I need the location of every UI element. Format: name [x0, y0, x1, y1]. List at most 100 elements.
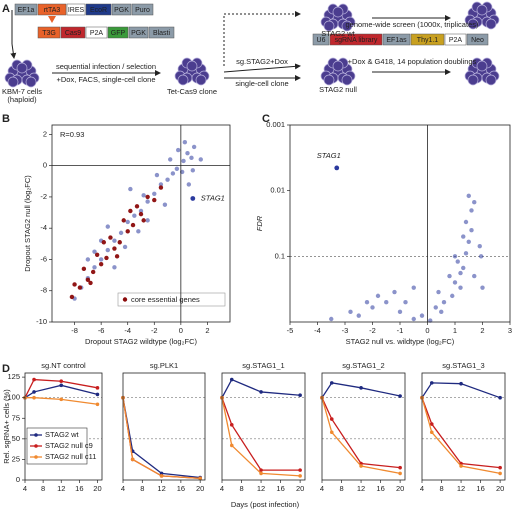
construct-label: Blasti — [153, 30, 171, 37]
point — [191, 144, 197, 150]
construct-label: sgRNA library — [335, 37, 378, 44]
line-point — [59, 383, 64, 388]
construct-element — [466, 33, 489, 46]
point — [411, 285, 416, 290]
point — [112, 265, 117, 270]
annotation: R=0.93 — [60, 130, 84, 139]
line-point — [59, 397, 64, 402]
x-tick-label: -8 — [71, 326, 78, 335]
cell — [485, 18, 497, 30]
x-tick-label: 2 — [480, 326, 484, 335]
point — [441, 300, 447, 305]
line-point — [229, 423, 234, 427]
point — [92, 265, 97, 270]
point — [463, 251, 469, 256]
point — [88, 280, 93, 286]
point — [455, 259, 460, 264]
y-tick-label: 50 — [12, 434, 20, 443]
x-tick-label: -2 — [369, 326, 376, 335]
line — [122, 397, 201, 479]
point — [134, 204, 140, 209]
line-point — [95, 402, 100, 407]
cell — [195, 74, 207, 86]
point — [472, 200, 477, 205]
point — [403, 300, 408, 305]
point — [141, 193, 146, 198]
x-tick-label: 4 — [320, 484, 324, 493]
point — [98, 261, 104, 267]
point — [104, 255, 109, 261]
line — [221, 378, 301, 399]
step-label: sg.STAG2+Dox — [236, 57, 288, 66]
point — [122, 244, 128, 250]
x-tick-label: 3 — [508, 326, 512, 335]
line-point — [32, 395, 36, 400]
point — [154, 172, 160, 178]
point — [469, 208, 474, 213]
cell — [332, 6, 344, 18]
point — [469, 228, 474, 233]
x-tick-label: 8 — [41, 484, 45, 493]
step-label: genome-wide screen (1000x, triplicates) — [346, 20, 479, 29]
x-tick-label: 12 — [57, 484, 65, 493]
highlight-label: STAG1 — [317, 151, 341, 160]
construct-element — [60, 26, 86, 39]
plot-frame — [122, 372, 206, 481]
legend-box — [117, 292, 226, 307]
construct-element — [85, 26, 108, 39]
line-point — [359, 464, 363, 468]
x-tick-label: -5 — [287, 326, 294, 335]
construct-element — [410, 33, 445, 46]
construct-label: U6 — [317, 37, 326, 44]
point — [136, 229, 141, 234]
point — [364, 300, 370, 305]
point — [185, 150, 190, 156]
y-tick-label: 0.001 — [266, 120, 285, 129]
point — [101, 240, 107, 245]
cell — [186, 60, 198, 72]
step-label: +Dox, FACS, single-cell clone — [56, 75, 155, 84]
legend-marker — [34, 444, 38, 448]
y-tick-label: 125 — [7, 372, 20, 381]
construct-element — [312, 33, 330, 46]
construct-label: IRES — [68, 7, 85, 14]
point — [168, 157, 173, 162]
construct-label: P2A — [449, 37, 463, 44]
cell-label: STAG2 wt — [321, 29, 356, 38]
point — [85, 277, 91, 282]
line-point — [459, 464, 463, 468]
line-point — [259, 390, 263, 394]
line-point — [229, 443, 234, 448]
line — [421, 397, 501, 469]
y-tick-label: 2 — [43, 129, 47, 138]
highlight-point — [334, 165, 340, 171]
line — [321, 397, 401, 469]
construct-element — [14, 3, 38, 16]
point — [461, 234, 466, 239]
line — [321, 382, 401, 399]
x-tick-label: 8 — [140, 484, 144, 493]
line-point — [329, 381, 334, 385]
x-tick-label: 16 — [75, 484, 83, 493]
point — [145, 218, 150, 223]
y-tick-label: 0.1 — [275, 251, 285, 260]
x-tick-label: -3 — [342, 326, 349, 335]
point — [189, 155, 194, 161]
y-tick-label: -6 — [40, 254, 47, 263]
point — [114, 254, 120, 259]
line-point — [32, 377, 36, 382]
cell — [332, 60, 344, 72]
point — [81, 266, 87, 272]
point — [370, 305, 375, 310]
legend-label: core essential genes — [131, 295, 200, 304]
cell — [476, 60, 488, 72]
point — [141, 218, 146, 223]
point — [174, 166, 180, 171]
legend-marker — [34, 433, 38, 437]
point — [117, 240, 122, 245]
x-tick-label: 20 — [196, 484, 204, 493]
construct-label: rtTA3 — [44, 7, 61, 14]
plot-frame — [321, 372, 406, 481]
point — [433, 305, 438, 310]
line-point — [398, 465, 402, 470]
